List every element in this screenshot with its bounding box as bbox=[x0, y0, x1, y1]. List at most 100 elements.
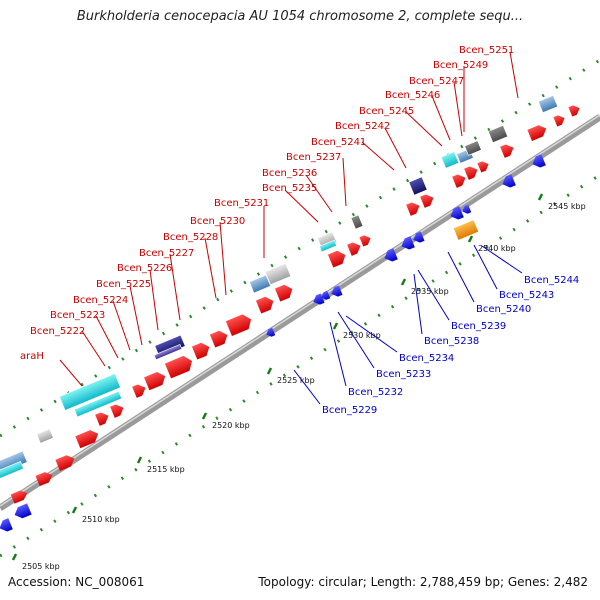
cds-arrow bbox=[209, 330, 228, 348]
backbone bbox=[0, 114, 600, 511]
cds-arrow bbox=[384, 248, 398, 262]
scale-tick: 2545 kbp bbox=[537, 193, 586, 211]
gene-name: Bcen_5229 bbox=[322, 405, 377, 416]
forward-gene-label: Bcen_5231 bbox=[214, 198, 269, 258]
gene-name: Bcen_5228 bbox=[163, 232, 218, 243]
reverse-gene-label: Bcen_5240 bbox=[447, 251, 531, 315]
tick-mark bbox=[71, 506, 78, 514]
leader-line bbox=[345, 315, 398, 353]
gene-name: Bcen_5239 bbox=[451, 321, 506, 332]
cds-arrow bbox=[331, 285, 343, 297]
leader-line bbox=[59, 359, 83, 387]
gene-box bbox=[487, 125, 509, 143]
tick-label: 2515 kbp bbox=[147, 465, 185, 474]
forward-gene-label: Bcen_5230 bbox=[190, 216, 245, 296]
forward-gene-label: Bcen_5242 bbox=[335, 121, 407, 169]
leader-line bbox=[453, 81, 463, 137]
scale-ticks: 2505 kbp 2510 kbp 2515 kbp 2520 kbp 2525 kbp… bbox=[11, 193, 586, 571]
leader-line bbox=[413, 273, 423, 335]
gene-box bbox=[0, 460, 24, 480]
gene-box bbox=[319, 239, 337, 253]
tick-label: 2505 kbp bbox=[22, 562, 60, 571]
reverse-gene-label: Bcen_5232 bbox=[329, 321, 403, 398]
scale-tick: 2525 kbp bbox=[266, 367, 315, 385]
gene-name: Bcen_5230 bbox=[190, 216, 245, 227]
cds-arrow bbox=[527, 125, 547, 141]
leader-line bbox=[405, 111, 443, 147]
gene-box bbox=[464, 140, 482, 156]
gene-box bbox=[537, 95, 559, 113]
gene-name: Bcen_5227 bbox=[139, 248, 194, 259]
cds-arrow bbox=[500, 144, 514, 158]
cds-arrow bbox=[35, 472, 53, 487]
leader-line bbox=[95, 315, 119, 359]
gene-box bbox=[408, 176, 428, 196]
cds-arrow bbox=[452, 174, 466, 188]
gene-name: Bcen_5240 bbox=[476, 304, 531, 315]
forward-gene-label: Bcen_5251 bbox=[459, 45, 519, 99]
reverse-gene-label: Bcen_5229 bbox=[293, 369, 377, 416]
gene-box bbox=[440, 151, 460, 169]
gene-name: Bcen_5246 bbox=[385, 90, 440, 101]
gene-features bbox=[0, 95, 580, 532]
forward-gene-label: Bcen_5237 bbox=[286, 152, 347, 207]
leader-line bbox=[447, 251, 475, 303]
tick-label: 2530 kbp bbox=[343, 331, 381, 340]
outer-reverse-track bbox=[0, 173, 600, 558]
leader-line bbox=[219, 221, 227, 296]
leader-line bbox=[305, 174, 333, 213]
gene-box bbox=[248, 274, 272, 294]
backbone-line bbox=[0, 114, 600, 511]
leader-line bbox=[149, 269, 159, 331]
cds-arrow bbox=[462, 204, 472, 214]
cds-arrow bbox=[313, 293, 325, 305]
cds-arrow bbox=[164, 355, 193, 379]
reverse-gene-label: Bcen_5233 bbox=[337, 311, 431, 380]
leader-line bbox=[417, 269, 450, 321]
leader-line bbox=[384, 127, 407, 169]
leader-line bbox=[293, 369, 321, 405]
scale-tick: 2515 kbp bbox=[136, 456, 185, 474]
cds-arrow bbox=[413, 231, 425, 243]
gene-name: Bcen_5226 bbox=[117, 263, 172, 274]
forward-gene-label: Bcen_5241 bbox=[311, 137, 395, 171]
gene-name: Bcen_5233 bbox=[376, 369, 431, 380]
leader-line bbox=[342, 157, 347, 207]
tick-label: 2510 kbp bbox=[82, 515, 120, 524]
gene-name: Bcen_5223 bbox=[50, 310, 105, 321]
scale-tick: 2510 kbp bbox=[71, 506, 120, 524]
leader-line bbox=[112, 300, 131, 351]
tick-mark bbox=[266, 367, 273, 375]
gene-name: Bcen_5251 bbox=[459, 45, 514, 56]
cds-arrow bbox=[327, 250, 346, 268]
gene-name: Bcen_5245 bbox=[359, 106, 414, 117]
gene-name: Bcen_5247 bbox=[409, 76, 464, 87]
gene-box bbox=[350, 214, 364, 230]
tick-mark bbox=[201, 412, 208, 420]
cds-arrow bbox=[553, 115, 565, 127]
forward-gene-label: Bcen_5236 bbox=[262, 168, 333, 213]
gene-name: Bcen_5244 bbox=[524, 275, 579, 286]
cds-arrow bbox=[406, 202, 420, 216]
cds-arrow bbox=[464, 166, 478, 180]
gene-name: Bcen_5236 bbox=[262, 168, 317, 179]
gene-box bbox=[153, 343, 183, 361]
gene-name: Bcen_5231 bbox=[214, 198, 269, 209]
gene-box bbox=[36, 428, 54, 444]
cds-arrow bbox=[450, 206, 464, 220]
leader-line bbox=[169, 253, 181, 321]
forward-gene-label: Bcen_5224 bbox=[73, 295, 131, 351]
cds-arrow bbox=[401, 236, 415, 250]
cds-arrow bbox=[110, 404, 124, 418]
leader-line bbox=[337, 311, 375, 369]
reverse-gene-label: Bcen_5234 bbox=[345, 315, 454, 364]
gene-box bbox=[59, 373, 121, 411]
reverse-gene-label: Bcen_5244 bbox=[481, 245, 579, 286]
cds-arrow bbox=[144, 372, 166, 391]
forward-gene-label: Bcen_5247 bbox=[409, 76, 464, 137]
forward-gene-label: Bcen_5235 bbox=[262, 183, 319, 223]
gene-labels: araH Bcen_5222 Bcen_5223 Bcen_5224 Bcen_5225… bbox=[20, 45, 579, 416]
cds-arrow bbox=[502, 174, 516, 188]
cds-arrow bbox=[132, 384, 146, 398]
gene-box bbox=[452, 219, 480, 241]
